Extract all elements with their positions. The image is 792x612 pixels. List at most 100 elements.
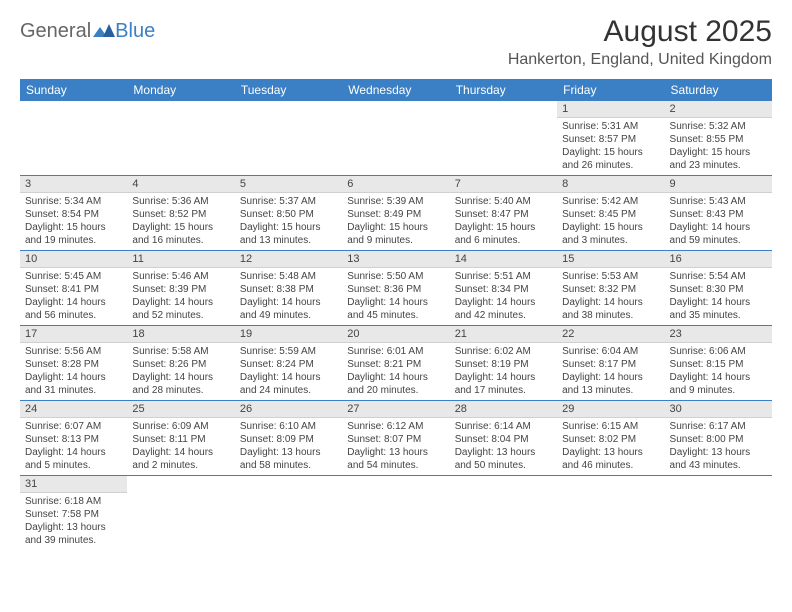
day-details: Sunrise: 6:04 AMSunset: 8:17 PMDaylight:… bbox=[557, 343, 664, 400]
sunset-text: Sunset: 8:57 PM bbox=[562, 133, 659, 146]
calendar-day-cell: 19Sunrise: 5:59 AMSunset: 8:24 PMDayligh… bbox=[235, 326, 342, 401]
daylight-text-2: and 45 minutes. bbox=[347, 309, 444, 322]
day-details: Sunrise: 5:31 AMSunset: 8:57 PMDaylight:… bbox=[557, 118, 664, 175]
sunrise-text: Sunrise: 6:14 AM bbox=[455, 420, 552, 433]
sunset-text: Sunset: 8:55 PM bbox=[670, 133, 767, 146]
daylight-text-2: and 58 minutes. bbox=[240, 459, 337, 472]
daylight-text-2: and 13 minutes. bbox=[240, 234, 337, 247]
sunset-text: Sunset: 7:58 PM bbox=[25, 508, 122, 521]
sunset-text: Sunset: 8:19 PM bbox=[455, 358, 552, 371]
day-details: Sunrise: 6:15 AMSunset: 8:02 PMDaylight:… bbox=[557, 418, 664, 475]
sunset-text: Sunset: 8:47 PM bbox=[455, 208, 552, 221]
daylight-text: Daylight: 15 hours bbox=[347, 221, 444, 234]
sunrise-text: Sunrise: 6:15 AM bbox=[562, 420, 659, 433]
day-details: Sunrise: 5:40 AMSunset: 8:47 PMDaylight:… bbox=[450, 193, 557, 250]
sunrise-text: Sunrise: 5:53 AM bbox=[562, 270, 659, 283]
sunset-text: Sunset: 8:36 PM bbox=[347, 283, 444, 296]
daylight-text-2: and 59 minutes. bbox=[670, 234, 767, 247]
sunrise-text: Sunrise: 6:06 AM bbox=[670, 345, 767, 358]
daylight-text: Daylight: 15 hours bbox=[562, 146, 659, 159]
logo: General Blue bbox=[20, 20, 155, 43]
daylight-text-2: and 6 minutes. bbox=[455, 234, 552, 247]
daylight-text-2: and 43 minutes. bbox=[670, 459, 767, 472]
daylight-text: Daylight: 14 hours bbox=[670, 371, 767, 384]
daylight-text: Daylight: 14 hours bbox=[240, 296, 337, 309]
day-details: Sunrise: 5:56 AMSunset: 8:28 PMDaylight:… bbox=[20, 343, 127, 400]
sunset-text: Sunset: 8:34 PM bbox=[455, 283, 552, 296]
sunrise-text: Sunrise: 5:36 AM bbox=[132, 195, 229, 208]
calendar-day-cell: 17Sunrise: 5:56 AMSunset: 8:28 PMDayligh… bbox=[20, 326, 127, 401]
daylight-text: Daylight: 13 hours bbox=[25, 521, 122, 534]
daylight-text-2: and 54 minutes. bbox=[347, 459, 444, 472]
calendar-day-cell: 1Sunrise: 5:31 AMSunset: 8:57 PMDaylight… bbox=[557, 101, 664, 176]
sunset-text: Sunset: 8:00 PM bbox=[670, 433, 767, 446]
sunset-text: Sunset: 8:09 PM bbox=[240, 433, 337, 446]
sunrise-text: Sunrise: 5:58 AM bbox=[132, 345, 229, 358]
day-number: 28 bbox=[450, 401, 557, 418]
calendar-day-cell: 2Sunrise: 5:32 AMSunset: 8:55 PMDaylight… bbox=[665, 101, 772, 176]
day-details: Sunrise: 5:53 AMSunset: 8:32 PMDaylight:… bbox=[557, 268, 664, 325]
calendar-day-cell bbox=[342, 101, 449, 176]
day-details: Sunrise: 5:43 AMSunset: 8:43 PMDaylight:… bbox=[665, 193, 772, 250]
calendar-day-cell: 29Sunrise: 6:15 AMSunset: 8:02 PMDayligh… bbox=[557, 401, 664, 476]
calendar-day-cell: 9Sunrise: 5:43 AMSunset: 8:43 PMDaylight… bbox=[665, 176, 772, 251]
day-number: 18 bbox=[127, 326, 234, 343]
weekday-header: Sunday bbox=[20, 79, 127, 101]
daylight-text-2: and 56 minutes. bbox=[25, 309, 122, 322]
calendar-day-cell bbox=[450, 101, 557, 176]
day-details: Sunrise: 6:10 AMSunset: 8:09 PMDaylight:… bbox=[235, 418, 342, 475]
day-number: 31 bbox=[20, 476, 127, 493]
calendar-day-cell: 20Sunrise: 6:01 AMSunset: 8:21 PMDayligh… bbox=[342, 326, 449, 401]
calendar-day-cell bbox=[127, 476, 234, 551]
daylight-text-2: and 38 minutes. bbox=[562, 309, 659, 322]
daylight-text: Daylight: 15 hours bbox=[455, 221, 552, 234]
day-number: 22 bbox=[557, 326, 664, 343]
sunrise-text: Sunrise: 5:31 AM bbox=[562, 120, 659, 133]
calendar-day-cell: 3Sunrise: 5:34 AMSunset: 8:54 PMDaylight… bbox=[20, 176, 127, 251]
calendar-day-cell: 21Sunrise: 6:02 AMSunset: 8:19 PMDayligh… bbox=[450, 326, 557, 401]
calendar-day-cell: 24Sunrise: 6:07 AMSunset: 8:13 PMDayligh… bbox=[20, 401, 127, 476]
daylight-text: Daylight: 14 hours bbox=[670, 296, 767, 309]
sunrise-text: Sunrise: 5:40 AM bbox=[455, 195, 552, 208]
daylight-text: Daylight: 13 hours bbox=[455, 446, 552, 459]
sunrise-text: Sunrise: 5:51 AM bbox=[455, 270, 552, 283]
daylight-text-2: and 31 minutes. bbox=[25, 384, 122, 397]
day-details: Sunrise: 6:17 AMSunset: 8:00 PMDaylight:… bbox=[665, 418, 772, 475]
logo-text-blue: Blue bbox=[115, 20, 155, 43]
daylight-text: Daylight: 14 hours bbox=[347, 296, 444, 309]
day-number: 1 bbox=[557, 101, 664, 118]
daylight-text-2: and 3 minutes. bbox=[562, 234, 659, 247]
weekday-header: Tuesday bbox=[235, 79, 342, 101]
daylight-text: Daylight: 14 hours bbox=[562, 371, 659, 384]
day-details: Sunrise: 6:07 AMSunset: 8:13 PMDaylight:… bbox=[20, 418, 127, 475]
day-number: 14 bbox=[450, 251, 557, 268]
day-details: Sunrise: 6:06 AMSunset: 8:15 PMDaylight:… bbox=[665, 343, 772, 400]
sunrise-text: Sunrise: 5:39 AM bbox=[347, 195, 444, 208]
day-details: Sunrise: 6:14 AMSunset: 8:04 PMDaylight:… bbox=[450, 418, 557, 475]
sunrise-text: Sunrise: 5:46 AM bbox=[132, 270, 229, 283]
calendar-day-cell: 6Sunrise: 5:39 AMSunset: 8:49 PMDaylight… bbox=[342, 176, 449, 251]
day-number: 17 bbox=[20, 326, 127, 343]
calendar-body: 1Sunrise: 5:31 AMSunset: 8:57 PMDaylight… bbox=[20, 101, 772, 550]
page-title: August 2025 bbox=[508, 15, 772, 49]
calendar-day-cell: 16Sunrise: 5:54 AMSunset: 8:30 PMDayligh… bbox=[665, 251, 772, 326]
calendar-day-cell: 5Sunrise: 5:37 AMSunset: 8:50 PMDaylight… bbox=[235, 176, 342, 251]
sunset-text: Sunset: 8:52 PM bbox=[132, 208, 229, 221]
sunrise-text: Sunrise: 5:34 AM bbox=[25, 195, 122, 208]
daylight-text: Daylight: 15 hours bbox=[132, 221, 229, 234]
day-number: 19 bbox=[235, 326, 342, 343]
calendar-day-cell: 11Sunrise: 5:46 AMSunset: 8:39 PMDayligh… bbox=[127, 251, 234, 326]
daylight-text-2: and 19 minutes. bbox=[25, 234, 122, 247]
calendar-day-cell: 12Sunrise: 5:48 AMSunset: 8:38 PMDayligh… bbox=[235, 251, 342, 326]
daylight-text-2: and 13 minutes. bbox=[562, 384, 659, 397]
daylight-text-2: and 52 minutes. bbox=[132, 309, 229, 322]
calendar-day-cell: 18Sunrise: 5:58 AMSunset: 8:26 PMDayligh… bbox=[127, 326, 234, 401]
daylight-text: Daylight: 14 hours bbox=[132, 296, 229, 309]
daylight-text-2: and 16 minutes. bbox=[132, 234, 229, 247]
day-details: Sunrise: 5:36 AMSunset: 8:52 PMDaylight:… bbox=[127, 193, 234, 250]
day-details: Sunrise: 5:59 AMSunset: 8:24 PMDaylight:… bbox=[235, 343, 342, 400]
daylight-text-2: and 17 minutes. bbox=[455, 384, 552, 397]
day-number: 8 bbox=[557, 176, 664, 193]
weekday-header: Friday bbox=[557, 79, 664, 101]
daylight-text: Daylight: 14 hours bbox=[347, 371, 444, 384]
